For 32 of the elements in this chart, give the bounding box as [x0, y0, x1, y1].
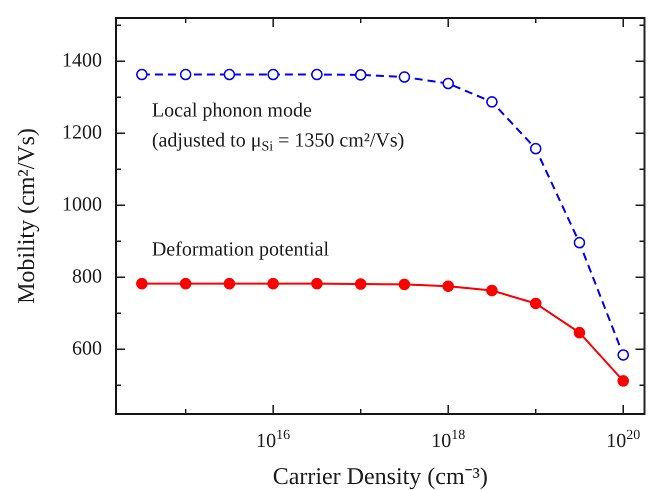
point	[267, 278, 279, 290]
point	[398, 278, 410, 290]
point	[530, 298, 542, 310]
y-tick-label: 1000	[62, 193, 102, 216]
point	[617, 349, 629, 361]
point	[486, 96, 498, 108]
point	[442, 78, 454, 90]
x-axis-title: Carrier Density (cm⁻³)	[272, 464, 488, 490]
point	[530, 142, 542, 154]
point	[398, 71, 410, 83]
y-tick-label: 600	[72, 337, 102, 360]
series-label: Deformation potential	[152, 238, 330, 261]
y-axis-title: Mobility (cm²/Vs)	[14, 128, 40, 304]
point	[311, 278, 323, 290]
point	[354, 69, 366, 81]
point	[136, 278, 148, 290]
point	[180, 68, 192, 80]
y-tick-label: 1200	[62, 121, 102, 144]
point	[574, 326, 586, 338]
y-tick-label: 1400	[62, 49, 102, 72]
point	[486, 284, 498, 296]
point	[224, 68, 236, 80]
y-tick-label: 800	[72, 265, 102, 288]
point	[311, 68, 323, 80]
point	[180, 278, 192, 290]
point	[574, 236, 586, 248]
point	[442, 280, 454, 292]
point	[617, 375, 629, 387]
point	[136, 68, 148, 80]
point	[224, 278, 236, 290]
point	[267, 68, 279, 80]
point	[354, 278, 366, 290]
